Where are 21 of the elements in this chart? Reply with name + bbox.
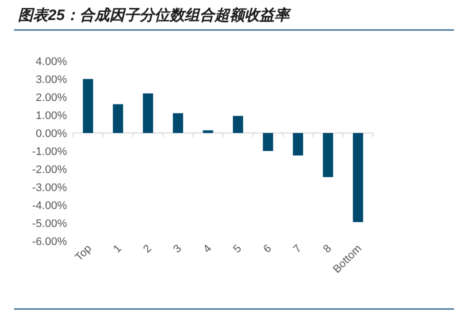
ytick: 0.00% xyxy=(36,128,67,140)
xtick: 3 xyxy=(171,242,184,256)
xtick: 8 xyxy=(321,242,334,256)
ytick: -3.00% xyxy=(32,182,67,194)
ytick: -1.00% xyxy=(32,146,67,158)
ytick: 2.00% xyxy=(36,92,67,104)
ytick: -4.00% xyxy=(32,200,67,212)
ytick: -5.00% xyxy=(32,218,67,230)
xtick: 6 xyxy=(261,242,274,256)
ytick: 4.00% xyxy=(36,56,67,68)
ytick: 3.00% xyxy=(36,74,67,86)
ytick: -2.00% xyxy=(32,164,67,176)
xtick: 5 xyxy=(231,242,244,256)
xtick: Top xyxy=(73,242,94,264)
title: 图表25：合成因子分位数组合超额收益率 xyxy=(18,7,290,24)
xtick: 1 xyxy=(111,242,124,256)
xtick: 2 xyxy=(141,242,154,256)
xtick: 4 xyxy=(201,242,214,256)
ytick: 1.00% xyxy=(36,110,67,122)
ytick: -6.00% xyxy=(32,236,67,248)
xtick: 7 xyxy=(291,242,304,256)
